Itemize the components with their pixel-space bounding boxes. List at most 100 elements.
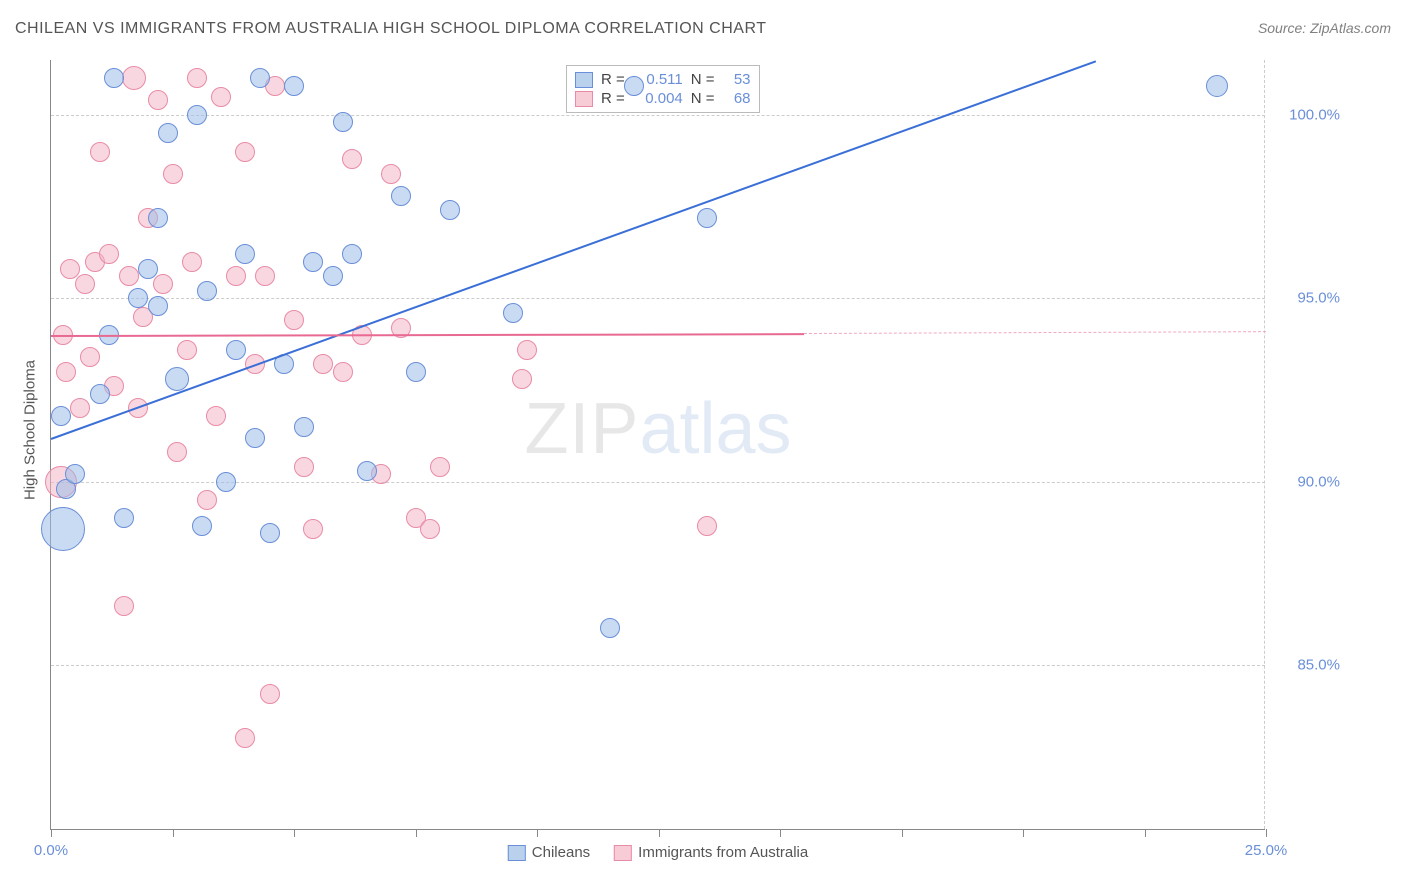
x-tick xyxy=(537,829,538,837)
legend-label-pink: Immigrants from Australia xyxy=(638,844,808,861)
data-point xyxy=(90,142,110,162)
x-tick xyxy=(902,829,903,837)
x-tick xyxy=(416,829,417,837)
data-point xyxy=(440,200,460,220)
swatch-blue-icon xyxy=(575,72,593,88)
data-point xyxy=(313,354,333,374)
chart-title: CHILEAN VS IMMIGRANTS FROM AUSTRALIA HIG… xyxy=(15,20,766,38)
data-point xyxy=(148,90,168,110)
r-label: R = xyxy=(601,90,625,107)
data-point xyxy=(333,362,353,382)
data-point xyxy=(138,259,158,279)
trend-line-blue xyxy=(51,60,1097,440)
x-tick-label: 0.0% xyxy=(34,842,68,859)
data-point xyxy=(165,367,189,391)
data-point xyxy=(342,149,362,169)
data-point xyxy=(163,164,183,184)
data-point xyxy=(104,68,124,88)
data-point xyxy=(260,684,280,704)
x-tick xyxy=(1023,829,1024,837)
data-point xyxy=(260,523,280,543)
data-point xyxy=(211,87,231,107)
watermark-atlas: atlas xyxy=(639,389,791,469)
trend-line-pink xyxy=(51,333,804,337)
y-tick-label: 90.0% xyxy=(1280,473,1340,490)
data-point xyxy=(284,310,304,330)
n-label: N = xyxy=(691,90,715,107)
chart-right-border xyxy=(1264,60,1265,829)
data-point xyxy=(114,596,134,616)
data-point xyxy=(294,417,314,437)
data-point xyxy=(420,519,440,539)
n-value-pink: 68 xyxy=(723,90,751,107)
data-point xyxy=(122,66,146,90)
data-point xyxy=(177,340,197,360)
x-tick xyxy=(780,829,781,837)
data-point xyxy=(182,252,202,272)
data-point xyxy=(342,244,362,264)
data-point xyxy=(294,457,314,477)
watermark-zip: ZIP xyxy=(524,389,639,469)
data-point xyxy=(697,516,717,536)
x-tick xyxy=(659,829,660,837)
x-tick xyxy=(1145,829,1146,837)
data-point xyxy=(80,347,100,367)
data-point xyxy=(235,728,255,748)
data-point xyxy=(187,68,207,88)
data-point xyxy=(99,244,119,264)
watermark: ZIPatlas xyxy=(524,388,791,470)
legend-label-blue: Chileans xyxy=(532,844,590,861)
x-tick-label: 25.0% xyxy=(1245,842,1288,859)
x-tick xyxy=(294,829,295,837)
data-point xyxy=(303,252,323,272)
data-point xyxy=(624,76,644,96)
data-point xyxy=(41,507,85,551)
data-point xyxy=(148,208,168,228)
data-point xyxy=(119,266,139,286)
x-tick xyxy=(51,829,52,837)
data-point xyxy=(167,442,187,462)
data-point xyxy=(333,112,353,132)
data-point xyxy=(197,281,217,301)
data-point xyxy=(303,519,323,539)
data-point xyxy=(406,362,426,382)
y-tick-label: 100.0% xyxy=(1280,107,1340,124)
gridline-h xyxy=(51,298,1265,299)
data-point xyxy=(65,464,85,484)
n-label: N = xyxy=(691,71,715,88)
data-point xyxy=(235,244,255,264)
data-point xyxy=(284,76,304,96)
data-point xyxy=(153,274,173,294)
data-point xyxy=(75,274,95,294)
data-point xyxy=(128,288,148,308)
y-tick-label: 85.0% xyxy=(1280,657,1340,674)
source-attribution: Source: ZipAtlas.com xyxy=(1258,20,1391,36)
y-axis-title: High School Diploma xyxy=(22,360,39,500)
data-point xyxy=(51,406,71,426)
data-point xyxy=(430,457,450,477)
data-point xyxy=(235,142,255,162)
data-point xyxy=(391,186,411,206)
data-point xyxy=(1206,75,1228,97)
x-tick xyxy=(1266,829,1267,837)
gridline-h xyxy=(51,665,1265,666)
data-point xyxy=(226,340,246,360)
series-legend: Chileans Immigrants from Australia xyxy=(508,844,808,861)
y-tick-label: 95.0% xyxy=(1280,290,1340,307)
data-point xyxy=(250,68,270,88)
stats-row-pink: R = 0.004 N = 68 xyxy=(575,89,751,108)
data-point xyxy=(245,428,265,448)
data-point xyxy=(70,398,90,418)
data-point xyxy=(192,516,212,536)
data-point xyxy=(216,472,236,492)
data-point xyxy=(56,362,76,382)
data-point xyxy=(197,490,217,510)
r-label: R = xyxy=(601,71,625,88)
correlation-stats-box: R = 0.511 N = 53 R = 0.004 N = 68 xyxy=(566,65,760,113)
data-point xyxy=(357,461,377,481)
data-point xyxy=(323,266,343,286)
data-point xyxy=(187,105,207,125)
data-point xyxy=(503,303,523,323)
data-point xyxy=(90,384,110,404)
data-point xyxy=(206,406,226,426)
